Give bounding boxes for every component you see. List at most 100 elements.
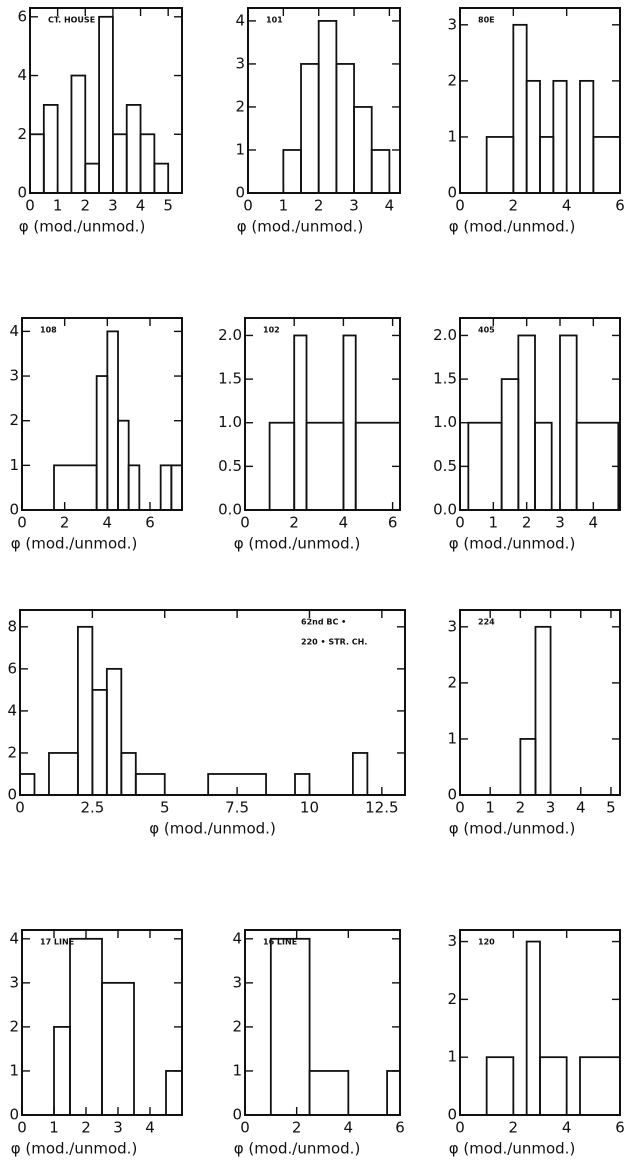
bar <box>539 136 555 194</box>
x-tick-label: 0 <box>455 799 465 817</box>
bar <box>539 1056 568 1116</box>
x-tick-label: 4 <box>589 514 599 532</box>
y-tick-label: 3 <box>447 932 457 950</box>
annotation: 102 <box>263 326 280 335</box>
x-tick-label: 3 <box>113 1119 123 1137</box>
bar <box>579 1056 621 1116</box>
y-tick-label: 4 <box>235 11 245 29</box>
y-tick-label: 4 <box>7 701 17 719</box>
y-tick-label: 2 <box>447 673 457 691</box>
bar <box>500 378 520 511</box>
y-tick-label: 3 <box>447 15 457 33</box>
annotation: 16 LINE <box>263 938 297 947</box>
x-tick-label: 3 <box>555 514 565 532</box>
bar <box>559 334 578 511</box>
bar <box>70 74 87 194</box>
x-tick-label: 0 <box>455 197 465 215</box>
y-tick-label: 3 <box>235 54 245 72</box>
plot-frame <box>19 609 406 796</box>
x-tick-label: 6 <box>615 1119 625 1137</box>
x-tick-label: 0 <box>15 799 25 817</box>
annotation: 220 • STR. CH. <box>301 638 367 647</box>
bar <box>386 1070 401 1116</box>
bar <box>125 104 142 194</box>
bar <box>512 23 528 194</box>
y-tick-label: 0 <box>7 786 17 804</box>
y-tick-label: 3 <box>232 973 242 991</box>
y-tick-label: 8 <box>7 617 17 635</box>
y-tick-label: 0 <box>447 184 457 202</box>
plot-frame <box>21 929 183 1116</box>
bar <box>579 79 595 194</box>
x-axis-label: φ (mod./unmod.) <box>234 1140 361 1158</box>
y-tick-label: 2 <box>9 411 19 429</box>
y-tick-label: 0 <box>9 501 19 519</box>
bar <box>317 20 338 194</box>
x-tick-label: 2 <box>509 197 519 215</box>
y-tick-label: 3 <box>9 367 19 385</box>
x-tick-label: 0 <box>25 197 35 215</box>
x-tick-label: 4 <box>103 514 113 532</box>
bar <box>127 464 141 511</box>
y-tick-label: 1 <box>9 1061 19 1079</box>
x-axis-label: φ (mod./unmod.) <box>449 820 576 838</box>
x-tick-label: 0 <box>17 514 27 532</box>
y-tick-label: 2 <box>17 125 27 143</box>
x-axis-label: φ (mod./unmod.) <box>234 535 361 553</box>
x-axis-label: φ (mod./unmod.) <box>11 1140 138 1158</box>
plot-frame <box>29 7 183 194</box>
y-tick-label: 2 <box>447 990 457 1008</box>
y-tick-label: 0 <box>17 184 27 202</box>
bar <box>42 104 59 194</box>
bar <box>48 752 79 796</box>
x-tick-label: 2 <box>314 197 324 215</box>
y-tick-label: 2 <box>235 97 245 115</box>
bar <box>105 667 123 796</box>
y-tick-label: 4 <box>9 929 19 947</box>
bar <box>120 752 137 796</box>
bar <box>370 149 391 194</box>
annotation: 224 <box>478 618 495 627</box>
y-tick-label: 4 <box>17 66 27 84</box>
bar <box>53 1026 71 1116</box>
y-tick-label: 2 <box>447 71 457 89</box>
x-tick-label: 2 <box>292 1119 302 1137</box>
y-tick-label: 0.0 <box>218 501 242 519</box>
plot-frame <box>244 929 401 1116</box>
y-tick-label: 0 <box>447 786 457 804</box>
bar <box>101 981 135 1116</box>
bar <box>29 133 45 194</box>
plot-frame <box>244 317 401 511</box>
bar <box>106 330 119 511</box>
plot-frame <box>459 7 621 194</box>
annotation: 120 <box>478 938 495 947</box>
x-tick-label: 5 <box>160 799 170 817</box>
x-tick-label: 3 <box>546 799 556 817</box>
bar <box>117 419 130 511</box>
x-tick-label: 2 <box>509 1119 519 1137</box>
bar <box>53 464 98 511</box>
y-tick-label: 1 <box>447 127 457 145</box>
plot-frame <box>459 929 621 1116</box>
y-tick-label: 1 <box>447 1048 457 1066</box>
y-tick-label: 1.0 <box>433 413 457 431</box>
x-tick-label: 0 <box>455 1119 465 1137</box>
bar <box>95 375 109 511</box>
bar <box>112 133 128 194</box>
bar <box>69 937 103 1116</box>
x-tick-label: 1 <box>485 799 495 817</box>
x-axis-label: φ (mod./unmod.) <box>449 535 576 553</box>
bar <box>269 937 311 1116</box>
annotation: 62nd BC • <box>301 618 346 627</box>
x-tick-label: 1 <box>53 197 63 215</box>
y-tick-label: 1.5 <box>433 370 457 388</box>
x-tick-label: 6 <box>395 1119 405 1137</box>
bar <box>534 421 553 511</box>
y-tick-label: 0 <box>9 1106 19 1124</box>
x-tick-label: 1 <box>279 197 289 215</box>
y-tick-label: 0.5 <box>218 457 242 475</box>
x-tick-label: 12.5 <box>365 799 398 817</box>
bar <box>268 421 296 511</box>
bar <box>335 63 355 194</box>
bar <box>134 773 166 796</box>
